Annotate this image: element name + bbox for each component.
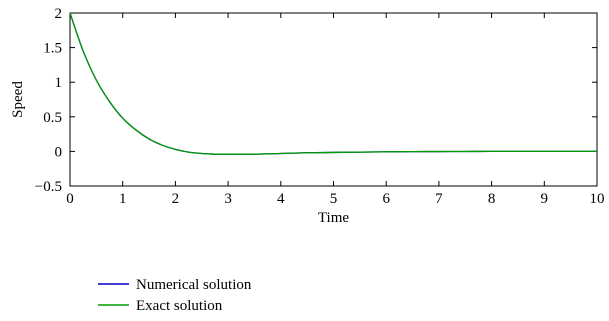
legend-entry-label: Numerical solution (136, 277, 252, 293)
x-tick-label: 7 (435, 191, 443, 207)
x-tick-label: 0 (66, 191, 74, 207)
series-lines (70, 13, 597, 154)
y-tick-label: 0.5 (43, 110, 62, 126)
x-tick-label: 3 (224, 191, 232, 207)
y-tick-label: 0 (55, 144, 63, 160)
x-tick-label: 9 (541, 191, 549, 207)
plot-area (70, 13, 597, 186)
y-axis: 2 1.5 1 0.5 0 −0.5 (35, 6, 597, 195)
x-axis-label: Time (318, 210, 349, 226)
x-tick-label: 1 (119, 191, 127, 207)
legend: Numerical solution Exact solution (98, 277, 252, 314)
series-line-exact (70, 13, 597, 154)
x-tick-label: 4 (277, 191, 285, 207)
y-axis-label: Speed (10, 81, 26, 118)
x-tick-label: 6 (382, 191, 390, 207)
plot-frame (70, 13, 597, 186)
y-tick-label: 2 (55, 6, 63, 22)
x-tick-label: 8 (488, 191, 496, 207)
x-axis: 0 1 2 3 4 5 6 7 8 9 10 (66, 13, 604, 207)
x-tick-label: 5 (330, 191, 338, 207)
series-line-numerical (70, 13, 597, 154)
x-tick-label: 10 (590, 191, 605, 207)
x-tick-label: 2 (172, 191, 180, 207)
y-tick-label: 1 (55, 75, 63, 91)
y-tick-label: −0.5 (35, 179, 62, 195)
y-tick-label: 1.5 (43, 41, 62, 57)
legend-entry-label: Exact solution (136, 298, 223, 314)
